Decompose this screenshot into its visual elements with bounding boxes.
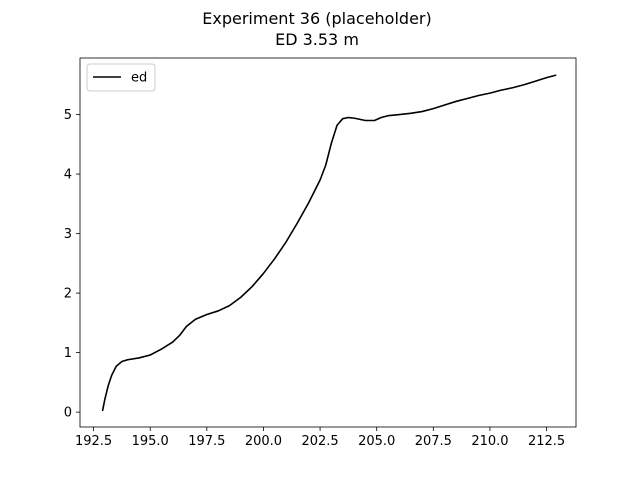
y-tick-label: 1 <box>64 346 72 361</box>
series-line-ed <box>101 74 557 412</box>
x-tick-label: 202.5 <box>301 434 338 449</box>
x-tick-label: 207.5 <box>415 434 452 449</box>
y-tick-label: 5 <box>64 108 72 123</box>
x-tick-label: 195.0 <box>132 434 169 449</box>
y-tick-label: 3 <box>64 227 72 242</box>
axes-frame <box>79 57 577 428</box>
x-tick-label: 197.5 <box>188 434 225 449</box>
x-tick-label: 212.5 <box>528 434 565 449</box>
legend: ed <box>86 63 156 92</box>
x-tick-label: 210.0 <box>471 434 508 449</box>
chart-subtitle: ED 3.53 m <box>275 30 359 49</box>
chart-title: Experiment 36 (placeholder) <box>202 9 431 28</box>
x-axis: 192.5 195.0 197.5 200.0 202.5 205.0 207.5 210.0… <box>75 427 565 449</box>
legend-label-ed: ed <box>131 71 147 86</box>
x-tick-label: 192.5 <box>75 434 112 449</box>
plot-area <box>101 74 557 412</box>
x-tick-label: 200.0 <box>245 434 282 449</box>
x-tick-label: 205.0 <box>358 434 395 449</box>
y-tick-label: 0 <box>64 406 72 421</box>
y-tick-label: 2 <box>64 287 72 302</box>
y-axis: 0 1 2 3 4 5 <box>64 108 80 421</box>
y-tick-label: 4 <box>64 168 72 183</box>
